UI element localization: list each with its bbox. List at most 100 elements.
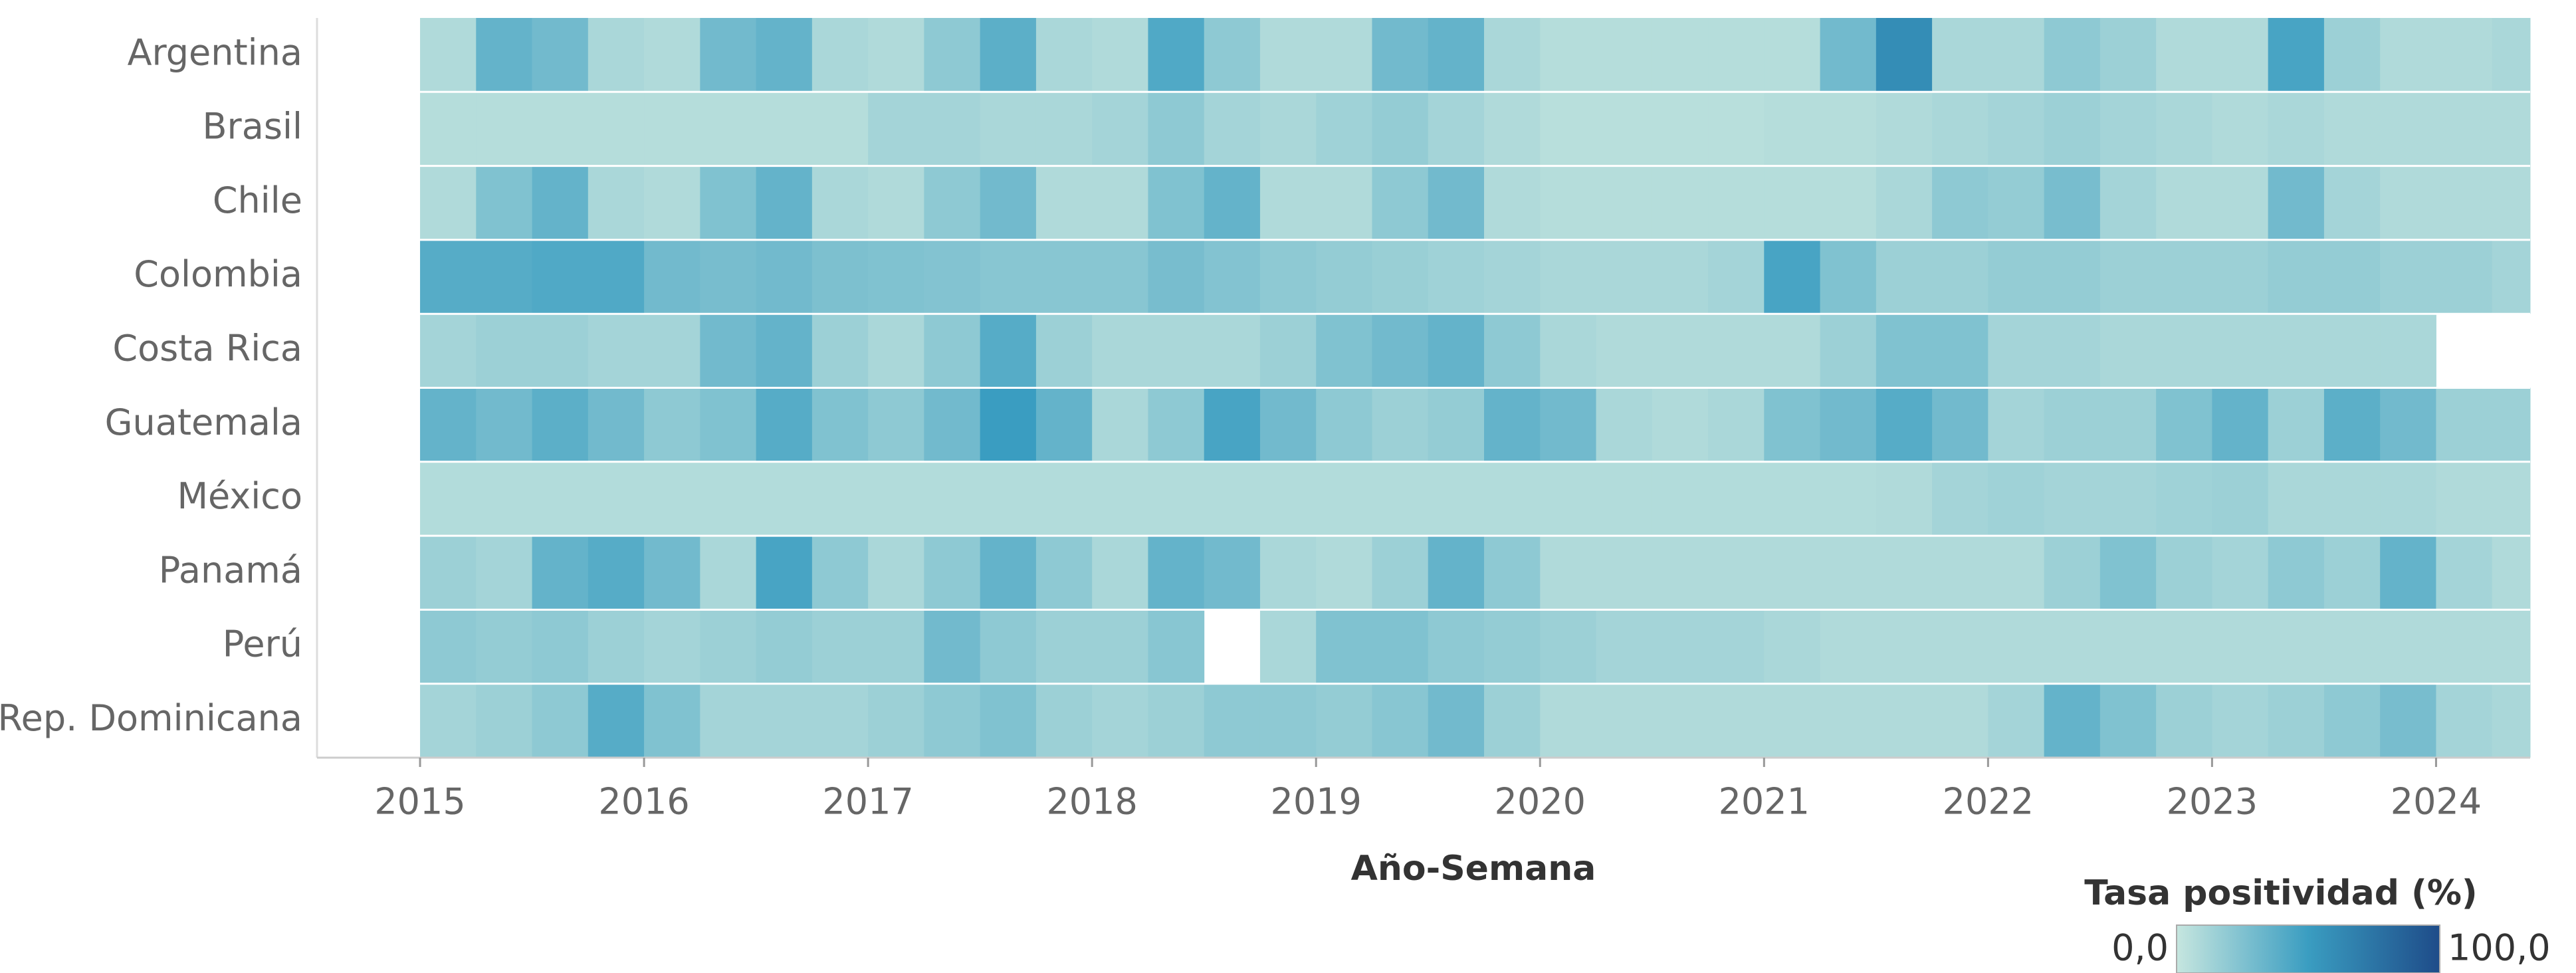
heat-cell [1484,165,1541,240]
heat-cell [1652,239,1709,314]
heat-cell [2436,461,2493,536]
heat-cell [924,92,981,166]
heat-cell [1988,536,2045,610]
heat-cell [2323,387,2381,462]
heat-cell [476,165,533,240]
heat-cell [1484,18,1541,92]
heat-cell [1876,609,1933,684]
heat-cell [532,165,589,240]
heat-cell [1988,461,2045,536]
heat-cell [1708,239,1765,314]
heat-cell [1148,239,1205,314]
heat-cell [1092,683,1148,758]
heat-cell [2156,165,2212,240]
heat-cell [1035,92,1093,166]
heat-cell [1652,314,1709,388]
heat-cell [1428,239,1485,314]
heat-cell [1035,536,1093,610]
x-tick-label: 2020 [1495,781,1586,823]
heat-cell [2436,18,2493,92]
heat-cell [2099,387,2157,462]
heat-cell [980,239,1037,314]
heat-cell [1092,609,1148,684]
y-tick-label: Brasil [203,106,302,148]
heat-cell [1932,387,1988,462]
heat-cell [2323,609,2381,684]
heat-cell [1428,314,1485,388]
heat-cell [868,387,924,462]
heat-cell [1876,239,1933,314]
heat-cell [980,92,1037,166]
heat-cell [2099,683,2157,758]
heat-cell [868,239,924,314]
heat-cell [1316,536,1372,610]
heat-cell [1988,165,2045,240]
heat-cell [868,165,924,240]
heat-cell [2156,18,2212,92]
heat-cell [2380,609,2436,684]
heat-cell [476,683,533,758]
heat-cell [532,239,589,314]
heat-cell [2268,18,2325,92]
heat-cell [700,683,757,758]
heat-cell [2323,314,2381,388]
y-tick-label: Rep. Dominicana [0,697,302,739]
heat-cell [1316,92,1372,166]
heat-cell [1540,387,1597,462]
heat-cell [1596,165,1653,240]
x-tick-label: 2019 [1270,781,1361,823]
heat-cell [2044,239,2101,314]
heat-cell [1820,461,1877,536]
heat-cell [2268,165,2325,240]
heat-cell [1204,18,1261,92]
heat-cell [811,387,869,462]
heat-cell [1876,165,1933,240]
heat-cell [2492,92,2531,166]
heat-cell [1596,314,1653,388]
heat-cell [2492,461,2531,536]
heat-cell [1932,165,1988,240]
heat-cell [2268,536,2325,610]
heat-cell [1540,683,1597,758]
heat-cell [1259,18,1317,92]
heat-cell [2323,536,2381,610]
heat-cell [756,314,813,388]
heat-cell [868,18,924,92]
heat-cell [1540,536,1597,610]
heat-cell [588,461,645,536]
heat-cell [980,314,1037,388]
heat-cell [2268,239,2325,314]
heat-cell [476,461,533,536]
heat-cell [1708,314,1765,388]
heat-cell [811,609,869,684]
heat-cell [1764,92,1821,166]
heat-cell [2436,165,2493,240]
heat-cell [2212,239,2269,314]
heat-cell [2323,683,2381,758]
heat-cell [700,536,757,610]
heat-cell [1092,92,1148,166]
heat-cell [2156,92,2212,166]
heat-cell [868,314,924,388]
heat-cell [532,314,589,388]
heat-cell [644,609,700,684]
heat-cell [756,461,813,536]
heat-cell [1876,683,1933,758]
heat-cell [980,387,1037,462]
heat-cell [2492,683,2531,758]
heat-cell [1988,314,2045,388]
heat-cell [811,461,869,536]
heat-cell [700,165,757,240]
heat-cell [1596,387,1653,462]
x-axis-title: Año-Semana [1351,849,1596,889]
heat-cell [1876,387,1933,462]
heat-cell [1988,239,2045,314]
heat-cell [1316,683,1372,758]
heat-cell [811,536,869,610]
heat-cell [644,387,700,462]
heat-cell [1484,92,1541,166]
heat-cell [1876,92,1933,166]
heat-cell [2156,609,2212,684]
x-tick-label: 2024 [2391,781,2482,823]
heat-cell [420,165,477,240]
